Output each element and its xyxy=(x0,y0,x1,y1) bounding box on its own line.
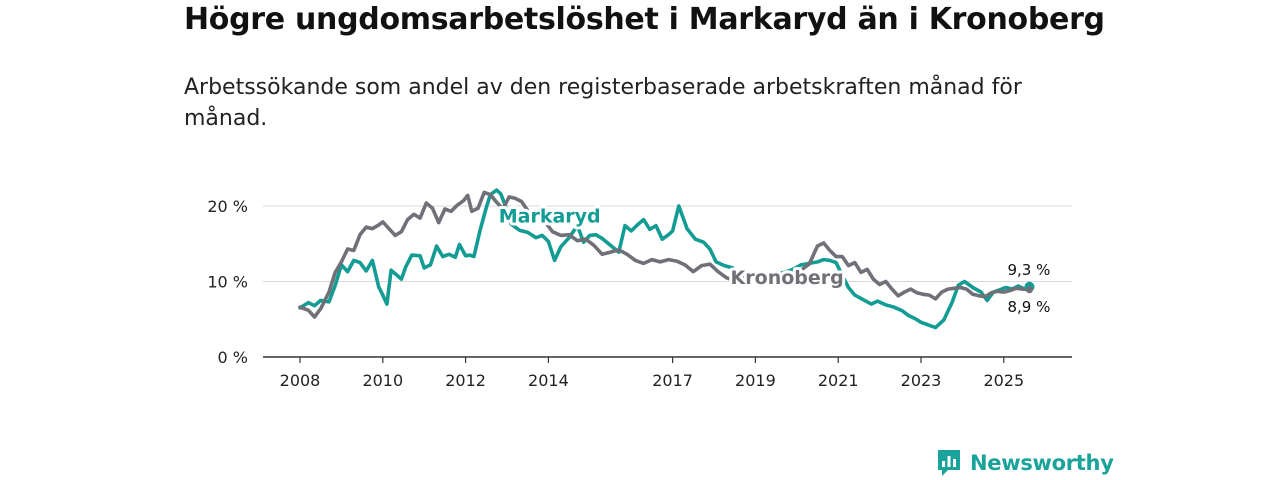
x-tick-label: 2012 xyxy=(445,371,486,390)
series-line-kronoberg xyxy=(298,190,1032,319)
y-tick-label: 20 % xyxy=(207,197,248,216)
x-tick-label: 2008 xyxy=(280,371,321,390)
series-label-markaryd-halo: Markaryd xyxy=(499,206,601,228)
chart-title: Högre ungdomsarbetslöshet i Markaryd än … xyxy=(184,2,1105,37)
x-tick-label: 2019 xyxy=(735,371,776,390)
series-label-markaryd: Markaryd xyxy=(499,206,601,228)
x-tick-label: 2023 xyxy=(901,371,942,390)
x-tick-label: 2021 xyxy=(818,371,859,390)
series-label-kronoberg: Kronoberg xyxy=(731,267,844,289)
end-label-kronoberg: 8,9 % xyxy=(1007,298,1050,316)
x-axis: 2008 2010 2012 2014 2017 2019 2021 2023 2025 xyxy=(263,356,1072,390)
brand-logo[interactable]: Newsworthy xyxy=(936,448,1114,478)
x-tick-label: 2017 xyxy=(652,371,693,390)
endpoint-kronoberg xyxy=(1025,286,1033,294)
x-tick-label: 2014 xyxy=(528,371,569,390)
x-tick-label: 2010 xyxy=(362,371,403,390)
gridlines xyxy=(263,205,1072,282)
x-tick-label: 2025 xyxy=(983,371,1024,390)
y-axis: 0 % 10 % 20 % xyxy=(207,197,248,367)
brand-name: Newsworthy xyxy=(970,451,1114,475)
y-tick-label: 0 % xyxy=(218,348,248,367)
end-label-markaryd: 9,3 % xyxy=(1007,261,1050,279)
newsworthy-logo-icon xyxy=(938,450,960,476)
series-line-markaryd xyxy=(298,188,1032,330)
series-lines xyxy=(298,188,1032,330)
chart-subtitle: Arbetssökande som andel av den registerb… xyxy=(184,75,1022,131)
series-label-kronoberg-halo: Kronoberg xyxy=(731,267,844,289)
y-tick-label: 10 % xyxy=(207,273,248,292)
